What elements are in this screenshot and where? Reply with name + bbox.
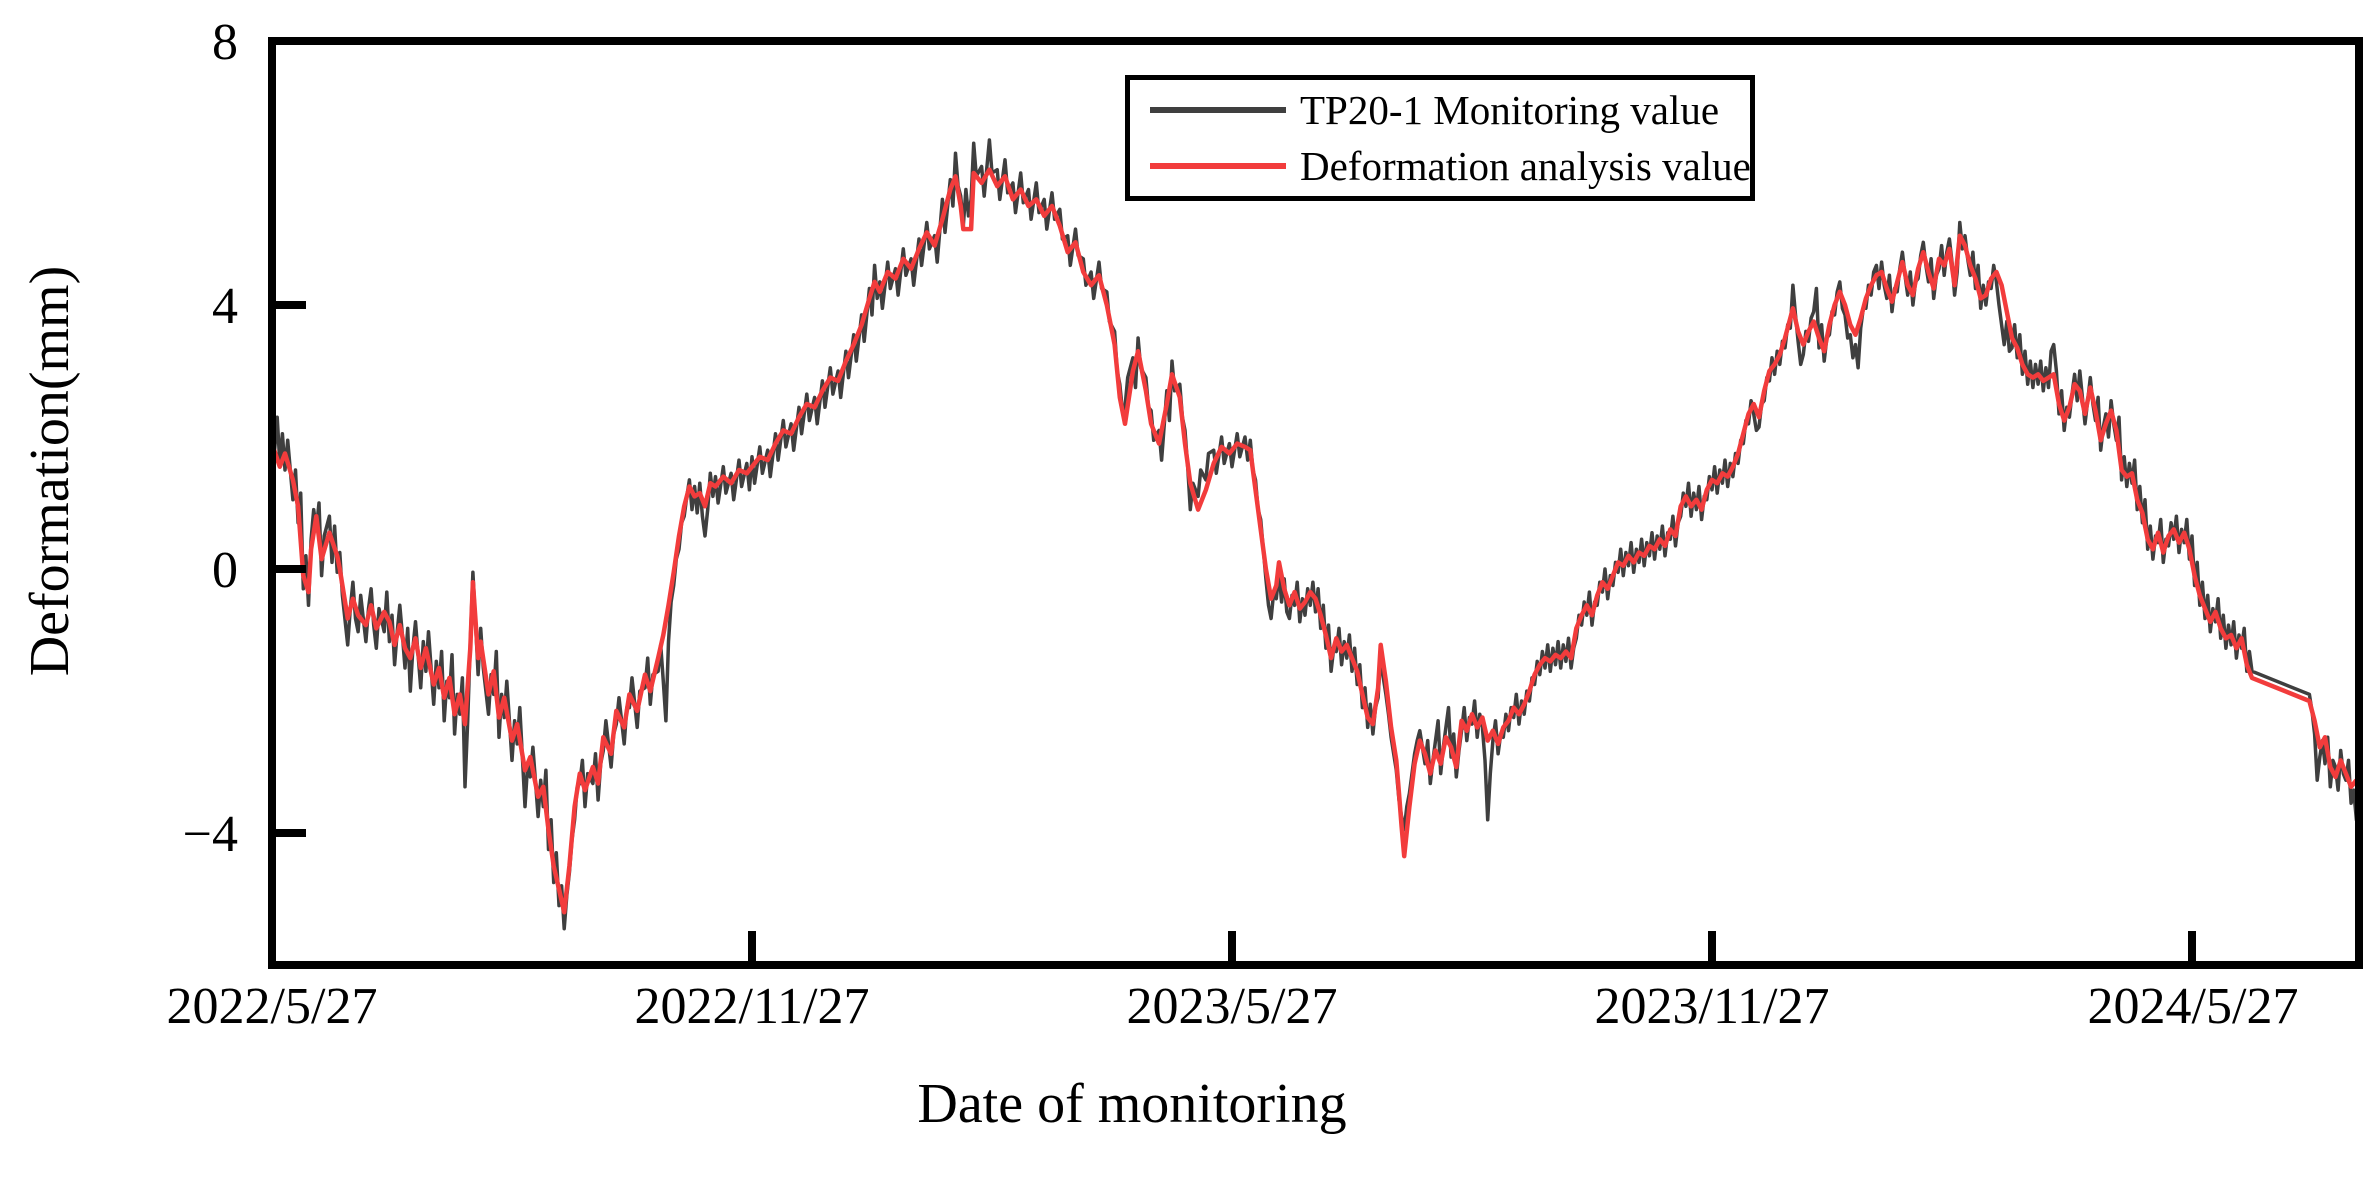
legend: TP20-1 Monitoring value Deformation anal… xyxy=(1125,75,1755,201)
x-tick-label-2024-5-27: 2024/5/27 xyxy=(2087,978,2299,1035)
y-tick-label-4: 4 xyxy=(212,278,238,335)
monitoring-series-line xyxy=(270,138,2361,931)
axis-ticks xyxy=(268,37,2197,965)
analysis-series-line xyxy=(269,167,2359,915)
y-tick-label-0: 0 xyxy=(212,542,238,599)
y-tick-label-minus4: −4 xyxy=(182,806,238,863)
legend-item-analysis: Deformation analysis value xyxy=(1130,141,1751,191)
x-tick-label-2022-5-27: 2022/5/27 xyxy=(166,978,378,1035)
plot-frame xyxy=(268,37,2363,969)
series-group xyxy=(269,138,2361,931)
monitoring-line-sample-icon xyxy=(1150,107,1286,113)
legend-item-monitoring: TP20-1 Monitoring value xyxy=(1130,85,1750,135)
legend-label-monitoring: TP20-1 Monitoring value xyxy=(1300,87,1720,133)
y-tick-label-8: 8 xyxy=(212,14,238,71)
analysis-line-sample-icon xyxy=(1150,163,1286,169)
x-tick-label-2023-5-27: 2023/5/27 xyxy=(1126,978,1338,1035)
x-axis-title: Date of monitoring xyxy=(917,1073,1347,1135)
x-tick-label-2022-11-27: 2022/11/27 xyxy=(634,978,870,1035)
x-tick-label-2023-11-27: 2023/11/27 xyxy=(1594,978,1830,1035)
legend-label-analysis: Deformation analysis value xyxy=(1300,143,1751,189)
